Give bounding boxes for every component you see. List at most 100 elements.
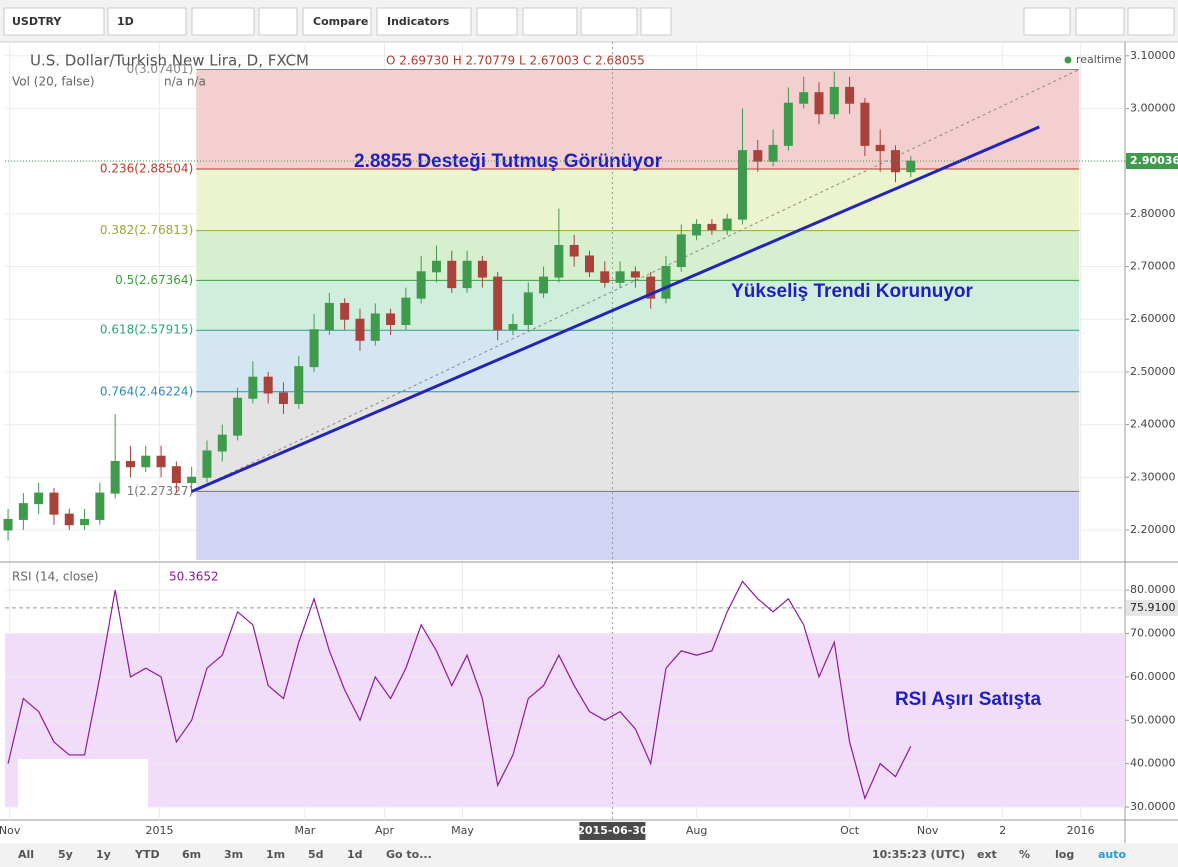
- rsi-marker-box: [1126, 599, 1178, 616]
- candle-body: [493, 276, 503, 331]
- candle-body: [294, 366, 304, 405]
- volume-values: n/a n/a: [164, 75, 206, 89]
- range-all[interactable]: All: [18, 848, 34, 861]
- fib-level-label: 0.382(2.76813): [100, 223, 193, 237]
- trend-line: [191, 125, 1040, 493]
- fib-level-label: 0.618(2.57915): [100, 323, 193, 337]
- candle-body: [110, 460, 120, 494]
- fib-zone: [196, 330, 1080, 392]
- chart-style-button[interactable]: [191, 7, 255, 36]
- y-tick-label: 40.0000: [1130, 757, 1176, 770]
- range-ytd[interactable]: YTD: [134, 848, 160, 861]
- candle-body: [584, 255, 594, 273]
- range-3m[interactable]: 3m: [224, 848, 243, 861]
- y-tick-label: 2.80000: [1130, 207, 1176, 220]
- y-tick-label: 2.70000: [1130, 260, 1176, 273]
- candle-body: [401, 297, 411, 325]
- candle-body: [217, 434, 227, 452]
- compare-button[interactable]: [302, 7, 372, 36]
- candle-body: [845, 86, 855, 104]
- candle-body: [890, 150, 900, 173]
- candle-body: [630, 271, 640, 278]
- bottom-bar: [0, 843, 1178, 867]
- candle-body: [783, 102, 793, 146]
- series-title: U.S. Dollar/Turkish New Lira, D, FXCM: [30, 52, 309, 70]
- candle-body: [661, 266, 671, 299]
- candle-body: [171, 466, 181, 484]
- candle-body: [202, 450, 212, 478]
- crosshair-label-box: [579, 822, 646, 840]
- symbol: USDTRY: [12, 15, 62, 28]
- rsi-title: RSI (14, close): [12, 570, 98, 584]
- y-tick-label: 3.00000: [1130, 101, 1176, 114]
- undo-redo[interactable]: [580, 7, 638, 36]
- candle-body: [722, 218, 732, 231]
- candle-body: [233, 397, 243, 436]
- option-percent[interactable]: %: [1019, 848, 1030, 861]
- candle-body: [263, 376, 273, 394]
- rsi-line: [7, 580, 912, 801]
- x-tick-label: Mar: [295, 824, 316, 837]
- ohlc-legend: O 2.69730 H 2.70779 L 2.67003 C 2.68055: [386, 54, 645, 68]
- bottom-bar-items: All 5y 1y YTD 6m 3m 1m 5d 1d Go to... 10…: [18, 848, 1127, 861]
- candle-body: [34, 492, 44, 505]
- interval-box[interactable]: [107, 7, 187, 36]
- candle-body: [707, 223, 717, 231]
- fib-zone: [196, 491, 1080, 560]
- y-tick-label: 50.0000: [1130, 713, 1176, 726]
- candle-body: [676, 234, 686, 268]
- option-auto[interactable]: auto: [1098, 848, 1127, 861]
- indicators: Indicators: [387, 15, 450, 28]
- fib-level-label: 0.236(2.88504): [100, 162, 193, 176]
- range-1d[interactable]: 1d: [347, 848, 363, 861]
- go-to[interactable]: Go to...: [386, 848, 432, 861]
- alert-button[interactable]: [476, 7, 518, 36]
- option-log[interactable]: log: [1055, 848, 1074, 861]
- candle-body: [523, 292, 533, 325]
- option-ext[interactable]: ext: [977, 848, 997, 861]
- x-tick-label: May: [451, 824, 474, 837]
- cloud-button[interactable]: [1075, 7, 1125, 36]
- x-tick-label: Apr: [375, 824, 395, 837]
- x-tick-label: Nov: [0, 824, 21, 837]
- indicators-button[interactable]: [376, 7, 472, 36]
- candle-body: [64, 513, 74, 526]
- last-price-label: 2.90036: [1130, 154, 1178, 167]
- candle-body: [80, 518, 90, 526]
- candle-body: [309, 329, 319, 368]
- fib-zone: [196, 169, 1080, 231]
- y-tick-label: 2.40000: [1130, 418, 1176, 431]
- range-5d[interactable]: 5d: [308, 848, 324, 861]
- interval: 1D: [117, 15, 134, 28]
- candle-body: [156, 455, 166, 468]
- symbol-box[interactable]: [3, 7, 105, 36]
- rsi-pane: RSI Aşırı Satışta: [5, 563, 1125, 820]
- fib-level-label: 0.5(2.67364): [115, 273, 193, 287]
- x-tick-label: 2015: [146, 824, 174, 837]
- candle-body: [768, 144, 778, 162]
- last-price-box: [1126, 152, 1178, 169]
- candle-body: [508, 323, 518, 331]
- annotation: 2.8855 Desteği Tutmuş Görünüyor: [354, 151, 663, 172]
- x-tick-label: 2016: [1067, 824, 1095, 837]
- y-tick-label: 2.60000: [1130, 312, 1176, 325]
- ideas-button[interactable]: [522, 7, 578, 36]
- y-tick-label: 2.20000: [1130, 523, 1176, 536]
- layout-button[interactable]: [1023, 7, 1071, 36]
- candle-body: [539, 276, 549, 294]
- fullscreen-button[interactable]: [640, 7, 672, 36]
- candle-body: [324, 302, 334, 331]
- candle-body: [355, 318, 365, 341]
- range-1m[interactable]: 1m: [266, 848, 285, 861]
- candle-body: [3, 518, 13, 531]
- fib-zone: [196, 69, 1080, 170]
- realtime-dot: [1064, 56, 1072, 64]
- range-5y[interactable]: 5y: [58, 848, 73, 861]
- publish-button[interactable]: [1127, 7, 1175, 36]
- settings-button[interactable]: [258, 7, 298, 36]
- range-6m[interactable]: 6m: [182, 848, 201, 861]
- candle-body: [646, 276, 656, 299]
- rsi-annotation: RSI Aşırı Satışta: [895, 689, 1042, 710]
- candle-body: [416, 271, 426, 299]
- range-1y[interactable]: 1y: [96, 848, 111, 861]
